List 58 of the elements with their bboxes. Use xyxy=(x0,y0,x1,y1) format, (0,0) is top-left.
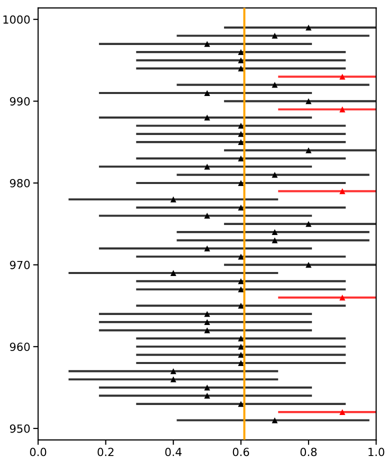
point xyxy=(204,384,210,390)
point xyxy=(204,246,210,252)
y-tick-label: 990 xyxy=(10,97,30,106)
point xyxy=(339,294,346,300)
point xyxy=(339,409,346,416)
point xyxy=(204,90,210,96)
y-tick-label: 950 xyxy=(10,424,30,433)
point xyxy=(238,254,244,260)
y-tick-label: 980 xyxy=(10,178,30,188)
point xyxy=(204,327,210,334)
point xyxy=(238,302,244,309)
point xyxy=(170,270,176,276)
point xyxy=(339,188,346,194)
y-tick-label: 970 xyxy=(10,260,30,270)
point xyxy=(238,278,244,284)
y-tick-label: 960 xyxy=(10,342,30,352)
point xyxy=(238,156,244,162)
x-tick-label: 0.4 xyxy=(165,448,182,456)
x-tick-label: 1.0 xyxy=(368,448,384,456)
point xyxy=(238,204,244,210)
point xyxy=(170,376,176,382)
point xyxy=(238,49,244,56)
point xyxy=(170,368,176,374)
point xyxy=(306,98,312,104)
point xyxy=(238,130,244,137)
point xyxy=(238,57,244,64)
point xyxy=(238,344,244,350)
point xyxy=(204,212,210,219)
point xyxy=(238,180,244,186)
point xyxy=(339,74,346,80)
point xyxy=(238,360,244,366)
point xyxy=(272,82,278,88)
x-tick-label: 0.2 xyxy=(98,448,114,456)
point xyxy=(306,220,312,227)
point xyxy=(339,106,346,112)
point xyxy=(204,114,210,120)
point xyxy=(272,229,278,236)
point xyxy=(204,392,210,399)
point xyxy=(170,196,176,202)
point xyxy=(306,24,312,31)
point xyxy=(306,262,312,268)
point xyxy=(238,352,244,358)
point xyxy=(306,147,312,154)
point xyxy=(238,139,244,146)
point xyxy=(204,310,210,317)
point xyxy=(238,400,244,407)
point xyxy=(272,172,278,178)
point xyxy=(238,66,244,72)
y-tick-label: 1000 xyxy=(3,15,30,24)
x-tick-label: 0.6 xyxy=(232,448,250,456)
x-tick-label: 0.0 xyxy=(30,448,46,456)
point xyxy=(238,122,244,129)
x-tick-label: 0.8 xyxy=(300,448,317,456)
point xyxy=(204,40,210,47)
point xyxy=(204,164,210,170)
point xyxy=(238,286,244,292)
point xyxy=(238,336,244,342)
point xyxy=(204,319,210,326)
